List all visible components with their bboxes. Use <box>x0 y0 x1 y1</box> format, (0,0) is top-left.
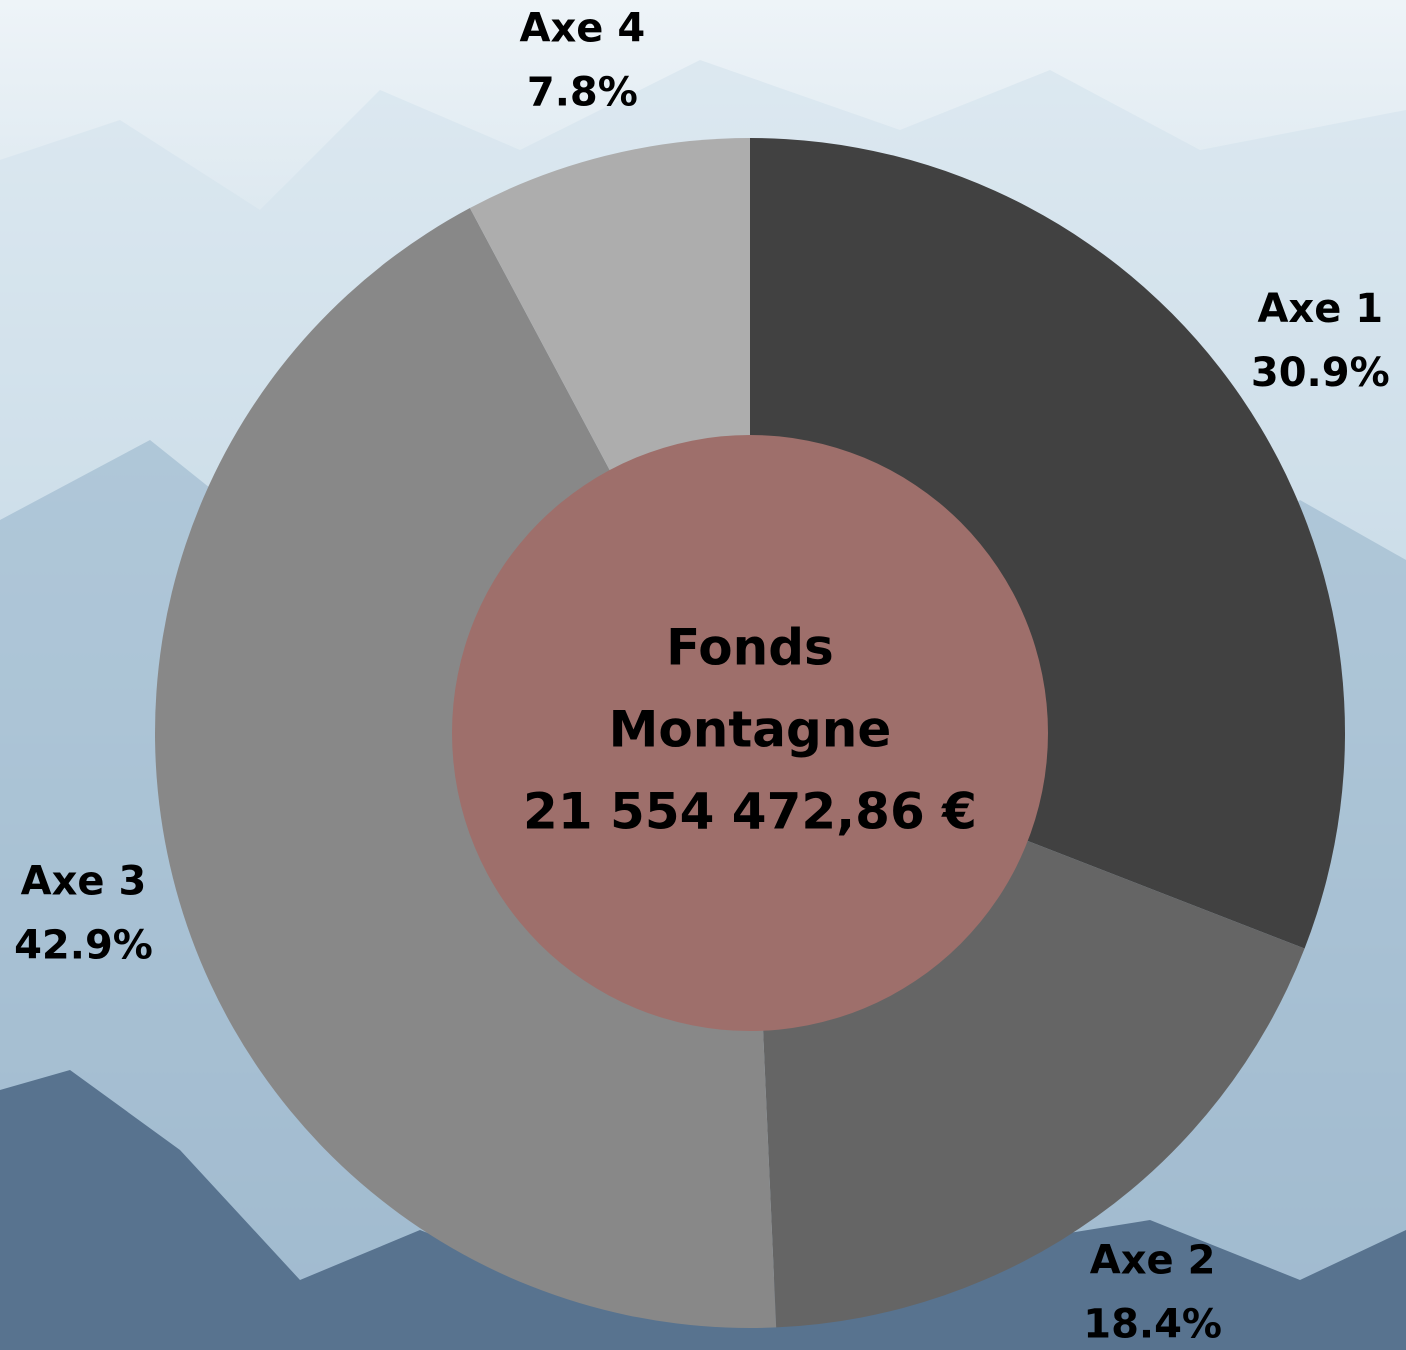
slice-value-label: 30.9% <box>1251 350 1390 396</box>
page: {"chart_data": {"type": "donut", "catego… <box>0 0 1406 1350</box>
center-text: Fonds <box>666 619 834 677</box>
center-text: Montagne <box>609 701 892 759</box>
slice-value-label: 42.9% <box>14 922 153 968</box>
slice-category-label: Axe 3 <box>21 858 147 904</box>
slice-category-label: Axe 4 <box>520 6 646 52</box>
center-text: 21 554 472,86 € <box>523 783 977 841</box>
slice-value-label: 7.8% <box>527 70 638 116</box>
slice-category-label: Axe 1 <box>1257 286 1383 332</box>
chart: Axe 1 30.9% Axe 2 18.4% Axe 3 42.9% Axe 4 7.8% F… <box>0 0 1406 1350</box>
slice-category-label: Axe 2 <box>1090 1238 1216 1284</box>
slice-value-label: 18.4% <box>1083 1302 1222 1348</box>
